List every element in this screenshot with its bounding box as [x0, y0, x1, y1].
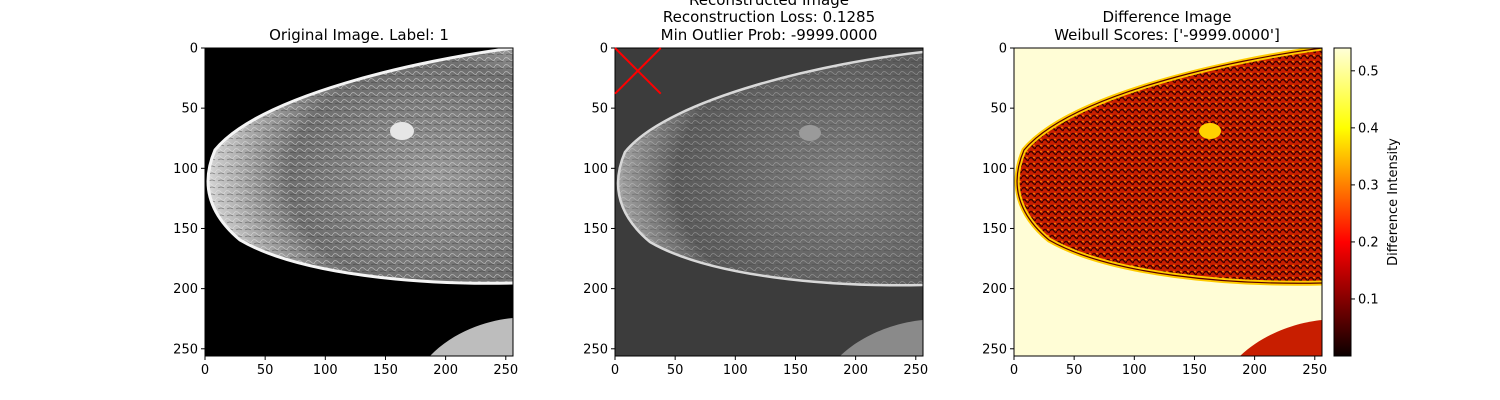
x-tick-label: 200 [1242, 363, 1267, 378]
title-line: Difference Image [1102, 8, 1231, 26]
title-line: Original Image. Label: 1 [269, 26, 449, 44]
colorbar-ticks: 0.1 0.2 0.3 0.4 0.5 [1351, 64, 1379, 307]
colorbar-tick-label: 0.3 [1358, 178, 1379, 193]
x-tick-label: 50 [1066, 363, 1083, 378]
difference-heatmap [1014, 48, 1322, 356]
y-tick-label: 100 [982, 162, 1007, 177]
y-tick-label: 200 [583, 282, 608, 297]
x-tick-label: 150 [1182, 363, 1207, 378]
title-line: Reconstructed Image [689, 0, 849, 9]
y-tick-label: 50 [591, 102, 608, 117]
x-tick-label: 150 [373, 363, 398, 378]
x-tick-label: 0 [1010, 363, 1018, 378]
colorbar-tick-label: 0.4 [1358, 121, 1379, 136]
x-tick-label: 50 [667, 363, 684, 378]
y-ticks: 0 50 100 150 200 250 [173, 42, 205, 357]
colorbar-tick-label: 0.2 [1358, 235, 1379, 250]
x-tick-label: 200 [843, 363, 868, 378]
y-tick-label: 200 [173, 282, 198, 297]
x-tick-label: 0 [201, 363, 209, 378]
panel-reconstructed: Reconstructed Image Reconstruction Loss:… [583, 0, 928, 378]
panel-original: Original Image. Label: 1 0 50 100 150 200 250… [173, 26, 518, 378]
x-tick-label: 200 [433, 363, 458, 378]
x-tick-label: 100 [313, 363, 338, 378]
x-ticks: 0 50 100 150 200 250 [201, 356, 518, 378]
y-tick-label: 250 [583, 342, 608, 357]
y-tick-label: 250 [982, 342, 1007, 357]
y-tick-label: 50 [990, 102, 1007, 117]
title-line: Min Outlier Prob: -9999.0000 [661, 26, 878, 44]
y-ticks: 0 50 100 150 200 250 [982, 42, 1014, 357]
y-tick-label: 250 [173, 342, 198, 357]
title-line: Weibull Scores: ['-9999.0000'] [1054, 26, 1280, 44]
title-line: Reconstruction Loss: 0.1285 [663, 8, 875, 26]
reconstructed-image [615, 48, 923, 356]
colorbar-label: Difference Intensity [1386, 138, 1401, 266]
colorbar: 0.1 0.2 0.3 0.4 0.5 Difference Intensity [1333, 47, 1401, 357]
colorbar-tick-label: 0.5 [1358, 64, 1379, 79]
x-ticks: 0 50 100 150 200 250 [1010, 356, 1327, 378]
y-tick-label: 150 [173, 222, 198, 237]
x-tick-label: 0 [611, 363, 619, 378]
y-tick-label: 150 [583, 222, 608, 237]
panel-difference: Difference Image Weibull Scores: ['-9999… [982, 8, 1401, 378]
y-tick-label: 0 [190, 42, 198, 57]
y-tick-label: 100 [173, 162, 198, 177]
x-tick-label: 100 [1122, 363, 1147, 378]
colorbar-gradient [1333, 47, 1352, 357]
y-tick-label: 200 [982, 282, 1007, 297]
y-tick-label: 50 [181, 102, 198, 117]
x-tick-label: 100 [723, 363, 748, 378]
x-tick-label: 150 [783, 363, 808, 378]
x-tick-label: 50 [257, 363, 274, 378]
x-tick-label: 250 [493, 363, 518, 378]
y-tick-label: 100 [583, 162, 608, 177]
original-image [205, 48, 513, 356]
y-tick-label: 150 [982, 222, 1007, 237]
x-tick-label: 250 [903, 363, 928, 378]
x-ticks: 0 50 100 150 200 250 [611, 356, 928, 378]
y-tick-label: 0 [600, 42, 608, 57]
colorbar-tick-label: 0.1 [1358, 292, 1379, 307]
y-ticks: 0 50 100 150 200 250 [583, 42, 615, 357]
y-tick-label: 0 [999, 42, 1007, 57]
x-tick-label: 250 [1302, 363, 1327, 378]
outlier-marker [614, 47, 662, 95]
